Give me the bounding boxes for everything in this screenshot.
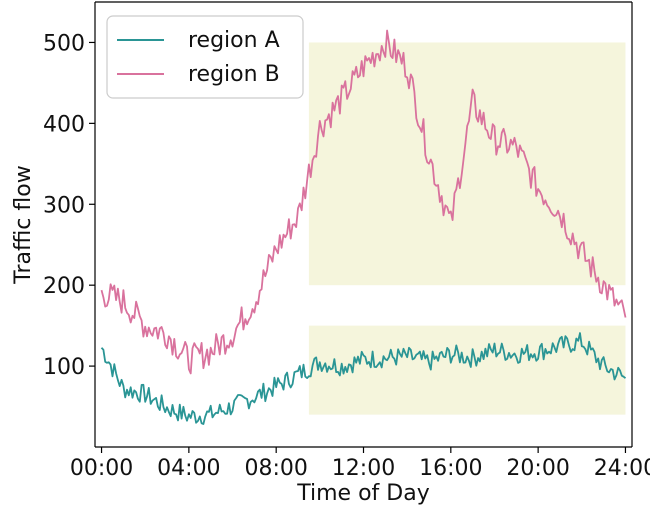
y-tick-label: 200 [43,274,85,299]
legend-label-1: region B [188,62,280,87]
x-tick-label: 20:00 [506,456,569,481]
y-tick-label: 300 [43,193,85,218]
x-tick-label: 12:00 [332,456,395,481]
y-tick-label: 500 [43,31,85,56]
x-axis-title: Time of Day [296,481,429,506]
series-line-region-b [100,29,627,375]
x-tick-label: 24:00 [594,456,650,481]
x-tick-label: 04:00 [157,456,220,481]
y-tick-label: 400 [43,112,85,137]
y-tick-label: 100 [43,355,85,380]
x-tick-label: 08:00 [244,456,307,481]
y-axis-title: Traffic flow [11,165,36,284]
highlight-region-1 [308,325,626,415]
highlight-region-0 [308,42,626,286]
x-tick-label: 16:00 [419,456,482,481]
x-tick-label: 00:00 [70,456,133,481]
legend-box [106,15,304,99]
legend-label-0: region A [188,28,280,53]
series-line-region-a [100,332,627,425]
